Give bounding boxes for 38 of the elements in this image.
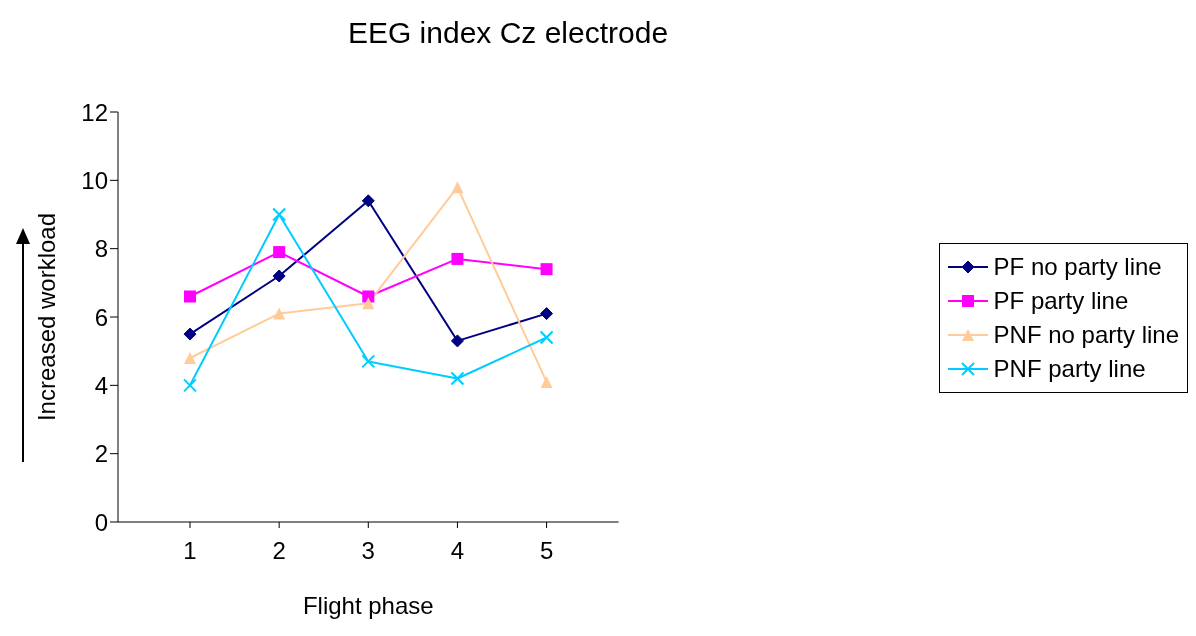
point [539,330,554,345]
legend-label: PNF party line [993,355,1146,383]
point [540,307,554,321]
x-axis-title: Flight phase [302,592,434,619]
y-axis-title: Increased workload [32,212,60,422]
point [183,378,197,393]
legend-label: PNF no party line [993,321,1179,349]
y-tick-label: 10 [81,166,108,194]
point [272,269,286,283]
legend-label: PF party line [993,287,1129,315]
point [184,290,196,303]
point [450,334,464,348]
point [184,352,196,364]
point [540,263,553,276]
point [451,252,464,265]
x-tick-label: 4 [450,537,465,565]
y-tick-label: 2 [94,440,108,468]
point [273,246,286,259]
point [451,181,464,194]
point [272,207,287,222]
x-tick-label: 5 [539,537,554,565]
y-tick-label: 8 [94,235,108,263]
y-tick-label: 6 [94,303,108,331]
y-tick-label: 12 [81,98,108,126]
point [183,327,197,341]
point [361,194,375,208]
x-tick-label: 2 [272,537,286,565]
point [450,371,465,386]
point [273,307,286,320]
y-tick-label: 4 [94,371,108,399]
x-tick-label: 3 [361,537,375,565]
x-tick-label: 1 [183,537,197,565]
chart-title: EEG index Cz electrode [346,16,670,50]
point [361,354,376,369]
y-tick-label: 0 [94,508,108,536]
legend-label: PF no party line [993,253,1162,281]
point [540,375,553,388]
point [362,297,375,310]
